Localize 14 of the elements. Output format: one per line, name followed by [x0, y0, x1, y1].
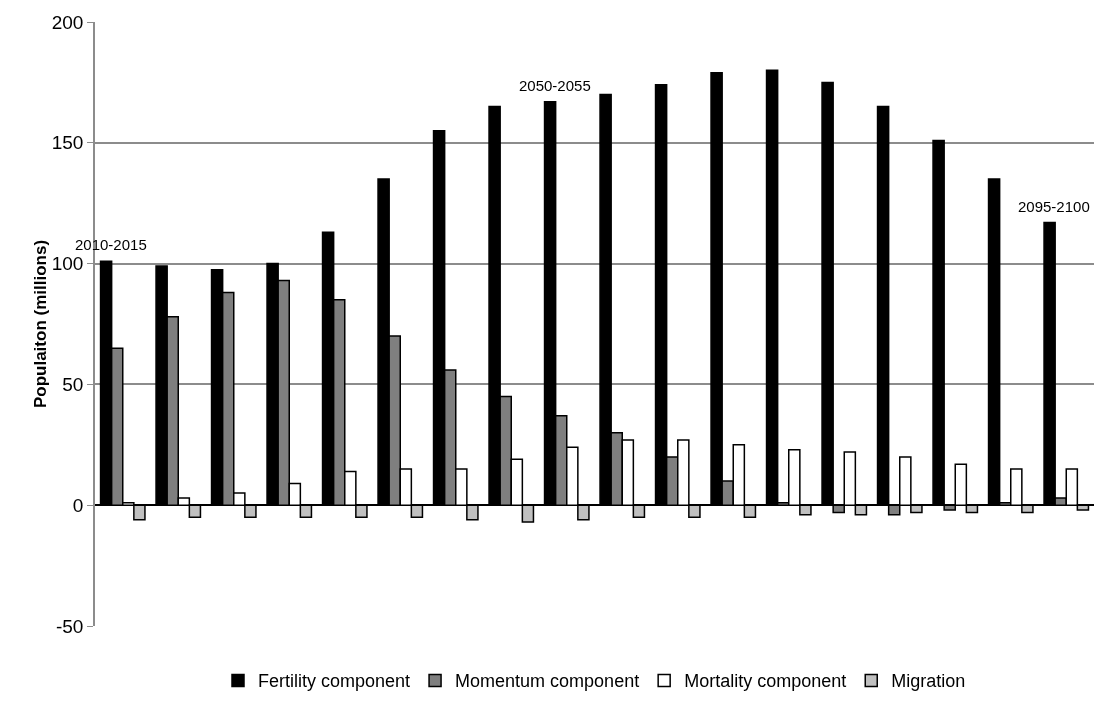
legend-label: Momentum component	[455, 671, 640, 692]
y-tick-label: -50	[55, 615, 84, 637]
x-tick-label: 2050-2055	[519, 77, 591, 94]
y-tick-label: 150	[51, 132, 84, 154]
y-tick-label: 200	[51, 11, 84, 33]
legend-label: Mortality component	[684, 671, 847, 692]
y-axis-title: Populaiton (millions)	[30, 239, 50, 409]
y-tick-label: 50	[62, 374, 84, 396]
legend-label: Fertility component	[258, 671, 411, 692]
x-tick-label: 2095-2100	[1018, 198, 1090, 215]
legend-label: Migration	[891, 671, 966, 692]
y-tick-label: 100	[51, 253, 84, 275]
y-tick-label: 0	[72, 494, 84, 516]
x-tick-label: 2010-2015	[75, 236, 147, 253]
